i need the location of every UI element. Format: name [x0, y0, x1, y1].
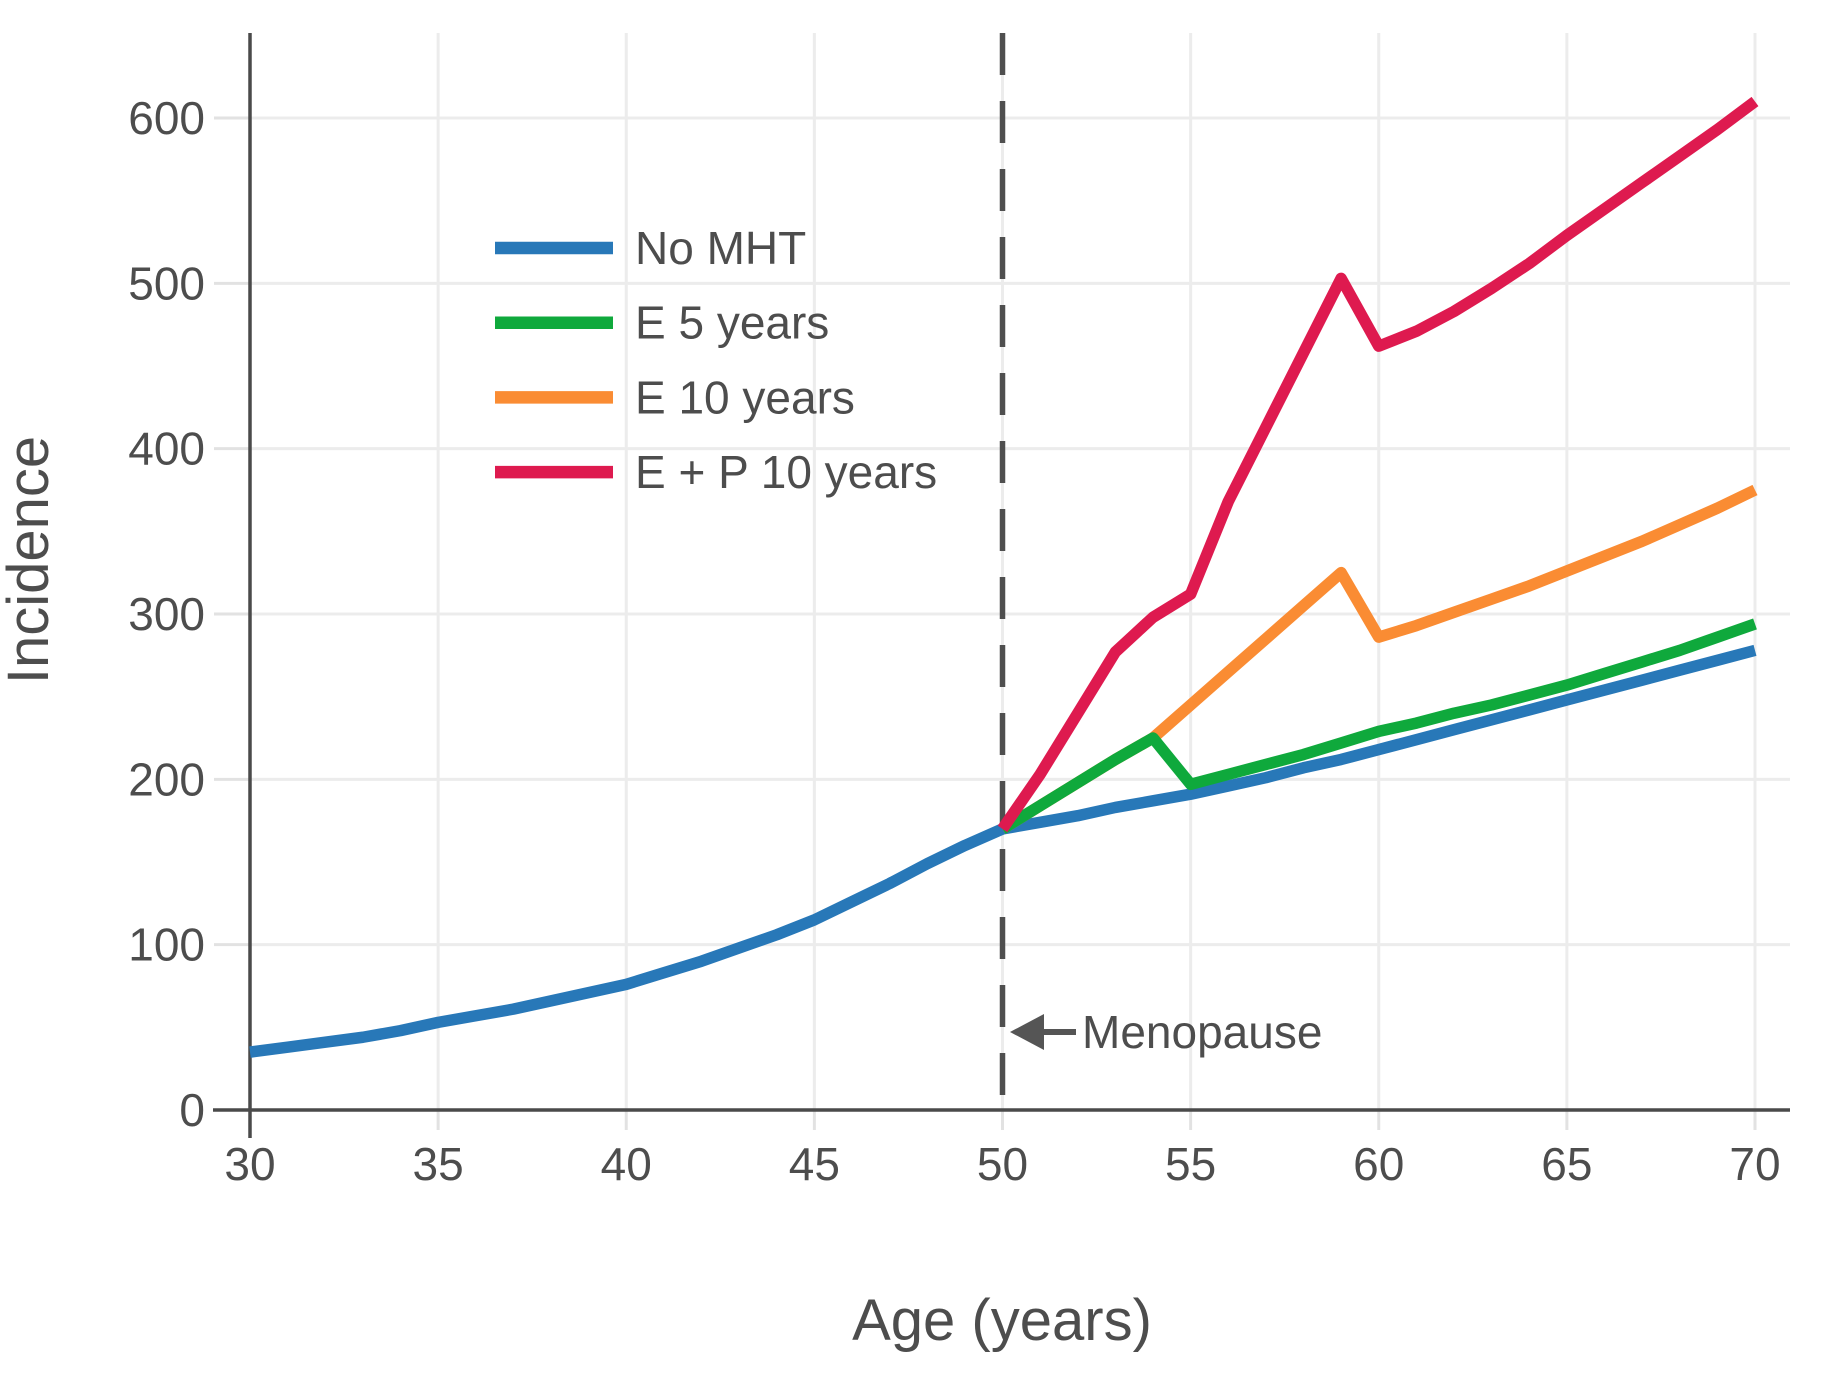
x-tick-label-40: 40: [601, 1138, 652, 1190]
legend-item-e-p-10-years: E + P 10 years: [495, 446, 937, 498]
series-line-e-p-10-years: [997, 96, 1759, 833]
y-tick-label-500: 500: [128, 257, 205, 309]
x-axis-title: Age (years): [852, 1288, 1152, 1353]
x-tick-label-60: 60: [1353, 1138, 1404, 1190]
legend-label: E 10 years: [635, 371, 855, 423]
legend-label: No MHT: [635, 222, 806, 274]
x-tick-label-70: 70: [1729, 1138, 1780, 1190]
legend-item-no-mht: No MHT: [495, 222, 806, 274]
menopause-annotation-label: Menopause: [1082, 1006, 1322, 1058]
y-tick-label-400: 400: [128, 423, 205, 475]
menopause-annotation: Menopause: [1010, 1006, 1322, 1058]
x-tick-label-55: 55: [1165, 1138, 1216, 1190]
y-tick-label-600: 600: [128, 92, 205, 144]
tick-label-layer: 30 35 40 45 50 55 60 65 70 0 100 200 300 400 500 600: [128, 92, 1780, 1190]
y-tick-label-300: 300: [128, 588, 205, 640]
menopause-arrow-icon: [1010, 1014, 1044, 1050]
y-tick-label-0: 0: [179, 1084, 205, 1136]
legend-item-e-5-years: E 5 years: [495, 297, 829, 349]
y-tick-label-200: 200: [128, 753, 205, 805]
x-tick-label-65: 65: [1541, 1138, 1592, 1190]
data-series-layer: [249, 96, 1759, 1058]
legend-item-e-10-years: E 10 years: [495, 371, 855, 423]
x-tick-label-30: 30: [224, 1138, 275, 1190]
legend-label: E + P 10 years: [635, 446, 937, 498]
y-axis-title: Incidence: [0, 436, 61, 684]
x-tick-label-35: 35: [413, 1138, 464, 1190]
axis-spines: [213, 33, 1790, 1138]
legend: No MHT E 5 years E 10 years E + P 10 years: [495, 222, 937, 498]
x-tick-label-45: 45: [789, 1138, 840, 1190]
y-tick-label-100: 100: [128, 919, 205, 971]
x-tick-label-50: 50: [977, 1138, 1028, 1190]
series-line-e-5-years: [999, 618, 1757, 834]
legend-label: E 5 years: [635, 297, 829, 349]
grid-layer: [214, 33, 1790, 1130]
